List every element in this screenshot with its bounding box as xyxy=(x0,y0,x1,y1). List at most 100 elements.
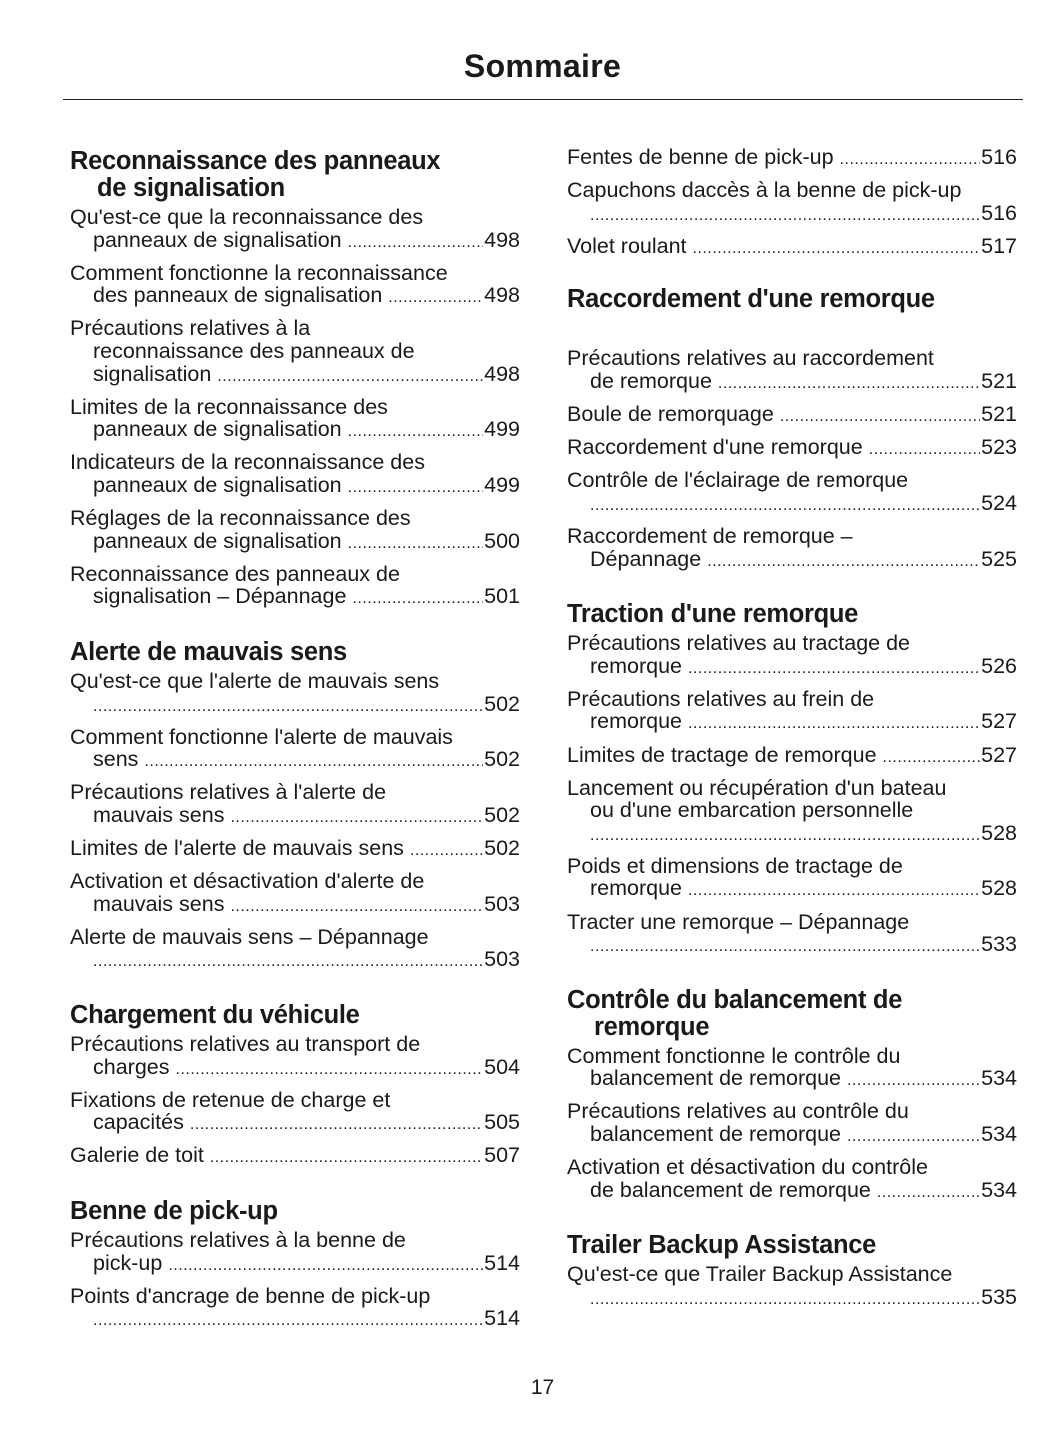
entry-page-number[interactable]: 498 xyxy=(484,283,520,308)
entry-page-number[interactable]: 499 xyxy=(484,417,520,442)
toc-entry[interactable]: Tracter une remorque – Dépannage........… xyxy=(567,910,1017,959)
toc-entry[interactable]: Poids et dimensions de tractage de remorq… xyxy=(567,855,1017,903)
entry-title-line: Raccordement d'une remorque xyxy=(567,435,863,460)
entry-last-line: Fentes de benne de pick-up..............… xyxy=(567,146,1017,172)
entry-page-number[interactable]: 502 xyxy=(484,802,520,827)
toc-entry[interactable]: Points d'ancrage de benne de pick-up....… xyxy=(70,1284,520,1333)
entry-page-number[interactable]: 523 xyxy=(981,435,1017,460)
toc-entry[interactable]: Contrôle de l'éclairage de remorque.....… xyxy=(567,469,1017,517)
toc-entry[interactable]: Raccordement de remorque – Dépannage.....… xyxy=(567,525,1017,573)
toc-section: Benne de pick-up Précautions relatives à … xyxy=(70,1197,520,1333)
entry-page-number[interactable]: 534 xyxy=(981,1066,1017,1091)
toc-entry[interactable]: Galerie de toit.........................… xyxy=(70,1144,520,1170)
dot-leader: ........................................… xyxy=(688,659,980,677)
dot-leader: ........................................… xyxy=(230,897,483,915)
entry-page-number[interactable]: 498 xyxy=(484,227,520,252)
entry-page-number[interactable]: 525 xyxy=(981,546,1017,571)
entry-page-number[interactable]: 521 xyxy=(981,368,1017,393)
entry-page-number[interactable]: 533 xyxy=(981,932,1017,957)
dot-leader: ........................................… xyxy=(779,408,980,426)
dot-leader: ........................................… xyxy=(409,841,484,859)
entry-title-line: Contrôle de l'éclairage de remorque xyxy=(567,468,909,493)
toc-entry[interactable]: Précautions relatives à l'alerte de mauva… xyxy=(70,781,520,829)
entry-page-number[interactable]: 526 xyxy=(981,653,1017,678)
entry-page-number[interactable]: 527 xyxy=(981,742,1017,767)
toc-entry[interactable]: Indicateurs de la reconnaissance des pann… xyxy=(70,451,520,499)
toc-entry[interactable]: Capuchons daccès à la benne de pick-up..… xyxy=(567,179,1017,227)
entry-page-number[interactable]: 516 xyxy=(981,200,1017,225)
toc-entry[interactable]: Fixations de retenue de charge et capacit… xyxy=(70,1089,520,1137)
entry-page-number[interactable]: 534 xyxy=(981,1177,1017,1202)
toc-entry[interactable]: Comment fonctionne le contrôle du balance… xyxy=(567,1045,1017,1093)
section-heading-line: Alerte de mauvais sens xyxy=(70,637,347,666)
toc-entry[interactable]: Comment fonctionne la reconnaissance des … xyxy=(70,262,520,310)
entry-last-line: ........................................… xyxy=(70,1307,520,1333)
dot-leader: ........................................… xyxy=(347,534,483,552)
entry-page-number[interactable]: 524 xyxy=(981,490,1017,515)
entry-last-line: ........................................… xyxy=(567,933,1017,959)
page-title: Sommaire xyxy=(463,48,622,84)
dot-leader: ........................................… xyxy=(93,697,483,715)
entry-page-number[interactable]: 500 xyxy=(484,528,520,553)
entry-page-number[interactable]: 499 xyxy=(484,472,520,497)
entry-page-number[interactable]: 503 xyxy=(484,891,520,916)
entry-title-line: Volet roulant xyxy=(567,233,687,258)
toc-entry[interactable]: Lancement ou récupération d'un bateau ou … xyxy=(567,776,1017,848)
toc-entry[interactable]: Limites de l'alerte de mauvais sens.....… xyxy=(70,837,520,863)
toc-entry[interactable]: Activation et désactivation d'alerte de m… xyxy=(70,870,520,918)
entry-title-line: de balancement de remorque xyxy=(590,1177,871,1202)
entry-page-number[interactable]: 504 xyxy=(484,1054,520,1079)
toc-entry[interactable]: Précautions relatives au contrôle du bala… xyxy=(567,1100,1017,1148)
toc-entry[interactable]: Qu'est-ce que la reconnaissance des panne… xyxy=(70,206,520,254)
entry-page-number[interactable]: 503 xyxy=(484,947,520,972)
entry-page-number[interactable]: 514 xyxy=(484,1306,520,1331)
toc-entry[interactable]: Volet roulant...........................… xyxy=(567,235,1017,261)
entry-title-line: balancement de remorque xyxy=(590,1122,841,1147)
entry-page-number[interactable]: 535 xyxy=(981,1284,1017,1309)
entry-page-number[interactable]: 507 xyxy=(484,1143,520,1168)
entry-page-number[interactable]: 502 xyxy=(484,747,520,772)
entry-page-number[interactable]: 502 xyxy=(484,691,520,716)
entry-page-number[interactable]: 505 xyxy=(484,1110,520,1135)
entry-page-number[interactable]: 502 xyxy=(484,835,520,860)
toc-entry[interactable]: Précautions relatives au transport de cha… xyxy=(70,1033,520,1081)
toc-entry[interactable]: Reconnaissance des panneaux de signalisat… xyxy=(70,563,520,611)
entry-title-line: Raccordement de remorque – xyxy=(567,523,853,548)
toc-entry[interactable]: Précautions relatives au raccordement de … xyxy=(567,347,1017,395)
dot-leader: ........................................… xyxy=(590,206,980,224)
toc-entry[interactable]: Qu'est-ce que Trailer Backup Assistance.… xyxy=(567,1263,1017,1311)
toc-entry[interactable]: Précautions relatives au frein de remorqu… xyxy=(567,688,1017,736)
entry-page-number[interactable]: 528 xyxy=(981,876,1017,901)
entry-page-number[interactable]: 528 xyxy=(981,820,1017,845)
toc-entry[interactable]: Précautions relatives à la benne de pick-… xyxy=(70,1229,520,1277)
entry-page-number[interactable]: 501 xyxy=(484,584,520,609)
toc-entry[interactable]: Alerte de mauvais sens – Dépannage......… xyxy=(70,926,520,974)
entry-page-number[interactable]: 521 xyxy=(981,402,1017,427)
toc-entry[interactable]: Fentes de benne de pick-up..............… xyxy=(567,146,1017,172)
entry-page-number[interactable]: 516 xyxy=(981,145,1017,169)
toc-entry[interactable]: Boule de remorquage.....................… xyxy=(567,403,1017,429)
toc-entry[interactable]: Qu'est-ce que l'alerte de mauvais sens..… xyxy=(70,670,520,718)
entry-page-number[interactable]: 517 xyxy=(981,233,1017,258)
toc-entry[interactable]: Réglages de la reconnaissance des panneau… xyxy=(70,507,520,555)
entry-last-line: Limites de l'alerte de mauvais sens.....… xyxy=(70,837,520,863)
toc-entry[interactable]: Comment fonctionne l'alerte de mauvais se… xyxy=(70,725,520,774)
entry-title-line: charges xyxy=(93,1054,170,1079)
entry-last-line: ........................................… xyxy=(567,202,1017,228)
entry-title-line: remorque xyxy=(590,876,683,901)
entry-page-number[interactable]: 534 xyxy=(981,1122,1017,1147)
toc-column-left: Reconnaissance des panneaux de signalisat… xyxy=(70,148,520,1361)
toc-entry[interactable]: Limites de la reconnaissance des panneaux… xyxy=(70,396,520,444)
dot-leader: ........................................… xyxy=(175,1060,484,1078)
entry-title-line: Capuchons daccès à la benne de pick-up xyxy=(567,178,962,203)
toc-entry[interactable]: Raccordement d'une remorque.............… xyxy=(567,436,1017,462)
toc-entry[interactable]: Précautions relatives à la reconnaissance… xyxy=(70,317,520,388)
toc-entry[interactable]: Limites de tractage de remorque.........… xyxy=(567,742,1017,770)
entry-page-number[interactable]: 527 xyxy=(981,709,1017,734)
entry-page-number[interactable]: 498 xyxy=(484,361,520,386)
page-number: 17 xyxy=(530,1376,555,1399)
toc-entry[interactable]: Précautions relatives au tractage de remo… xyxy=(567,632,1017,680)
section-heading: Chargement du véhicule xyxy=(70,1001,520,1029)
entry-page-number[interactable]: 514 xyxy=(484,1250,520,1275)
toc-entry[interactable]: Activation et désactivation du contrôle d… xyxy=(567,1156,1017,1204)
